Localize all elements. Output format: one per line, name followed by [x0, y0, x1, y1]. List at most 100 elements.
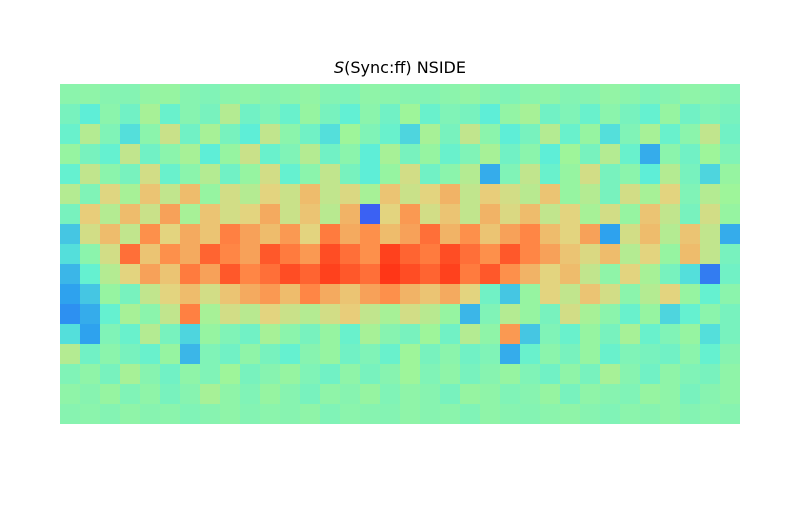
heatmap-cell: [320, 264, 341, 285]
heatmap-cell: [660, 104, 681, 125]
heatmap-cell: [220, 164, 241, 185]
heatmap-cell: [580, 324, 601, 345]
heatmap-cell: [320, 364, 341, 385]
heatmap-cell: [460, 184, 481, 205]
chart-title-symbol: S: [334, 58, 345, 77]
heatmap-cell: [420, 184, 441, 205]
heatmap-cell: [260, 264, 281, 285]
heatmap-cell: [220, 404, 241, 424]
heatmap-cell: [380, 124, 401, 145]
heatmap-cell: [60, 204, 81, 225]
heatmap-cell: [600, 184, 621, 205]
heatmap-cell: [60, 224, 81, 245]
heatmap-cell: [280, 104, 301, 125]
heatmap-cell: [200, 204, 221, 225]
heatmap-cell: [400, 384, 421, 405]
heatmap-cell: [120, 344, 141, 365]
heatmap-cell: [620, 404, 641, 424]
heatmap-cell: [700, 244, 721, 265]
heatmap-cell: [200, 184, 221, 205]
heatmap-cell: [300, 144, 321, 165]
heatmap-cell: [140, 184, 161, 205]
heatmap-cells: [60, 84, 740, 424]
heatmap-cell: [260, 244, 281, 265]
heatmap-cell: [180, 364, 201, 385]
heatmap-cell: [460, 244, 481, 265]
heatmap-cell: [640, 184, 661, 205]
heatmap-cell: [720, 364, 740, 385]
heatmap-cell: [260, 204, 281, 225]
heatmap-cell: [540, 304, 561, 325]
heatmap-cell: [440, 284, 461, 305]
heatmap-cell: [220, 284, 241, 305]
heatmap-cell: [560, 84, 581, 105]
heatmap-cell: [300, 84, 321, 105]
heatmap-cell: [600, 404, 621, 424]
heatmap-cell: [180, 164, 201, 185]
heatmap-cell: [540, 184, 561, 205]
heatmap-cell: [500, 264, 521, 285]
heatmap-cell: [360, 164, 381, 185]
heatmap-cell: [620, 244, 641, 265]
heatmap-cell: [200, 304, 221, 325]
heatmap-cell: [260, 144, 281, 165]
heatmap-cell: [80, 284, 101, 305]
heatmap-cell: [380, 244, 401, 265]
heatmap-cell: [520, 284, 541, 305]
heatmap-cell: [180, 104, 201, 125]
heatmap-cell: [320, 144, 341, 165]
heatmap-cell: [140, 204, 161, 225]
heatmap-cell: [260, 284, 281, 305]
heatmap-cell: [600, 164, 621, 185]
heatmap-cell: [620, 144, 641, 165]
heatmap-cell: [240, 224, 261, 245]
heatmap-cell: [700, 384, 721, 405]
heatmap-cell: [680, 304, 701, 325]
heatmap-cell: [360, 284, 381, 305]
heatmap-cell: [460, 364, 481, 385]
heatmap-cell: [180, 324, 201, 345]
heatmap-cell: [460, 204, 481, 225]
heatmap-cell: [400, 404, 421, 424]
heatmap-cell: [560, 104, 581, 125]
heatmap-cell: [320, 124, 341, 145]
heatmap-cell: [160, 164, 181, 185]
heatmap-cell: [420, 264, 441, 285]
heatmap-cell: [540, 284, 561, 305]
heatmap-cell: [200, 124, 221, 145]
heatmap-cell: [400, 344, 421, 365]
heatmap-cell: [560, 284, 581, 305]
heatmap-cell: [80, 264, 101, 285]
heatmap-cell: [200, 364, 221, 385]
heatmap-cell: [720, 384, 740, 405]
heatmap-cell: [480, 344, 501, 365]
heatmap-cell: [560, 344, 581, 365]
heatmap-cell: [720, 404, 740, 424]
heatmap-cell: [160, 84, 181, 105]
heatmap-cell: [100, 384, 121, 405]
heatmap-cell: [460, 104, 481, 125]
heatmap-cell: [140, 104, 161, 125]
heatmap-cell: [560, 144, 581, 165]
heatmap-cell: [680, 104, 701, 125]
heatmap-cell: [440, 144, 461, 165]
heatmap-cell: [720, 84, 740, 105]
heatmap-cell: [340, 184, 361, 205]
heatmap-cell: [540, 404, 561, 424]
heatmap-cell: [460, 264, 481, 285]
heatmap-cell: [340, 304, 361, 325]
heatmap-cell: [120, 304, 141, 325]
heatmap-cell: [100, 224, 121, 245]
heatmap-cell: [660, 364, 681, 385]
heatmap-cell: [100, 404, 121, 424]
heatmap-cell: [440, 264, 461, 285]
heatmap-cell: [200, 144, 221, 165]
heatmap-cell: [500, 184, 521, 205]
heatmap-cell: [220, 184, 241, 205]
heatmap-cell: [520, 164, 541, 185]
heatmap-cell: [600, 244, 621, 265]
heatmap-cell: [660, 84, 681, 105]
heatmap-cell: [520, 264, 541, 285]
heatmap-cell: [320, 324, 341, 345]
heatmap-cell: [640, 384, 661, 405]
